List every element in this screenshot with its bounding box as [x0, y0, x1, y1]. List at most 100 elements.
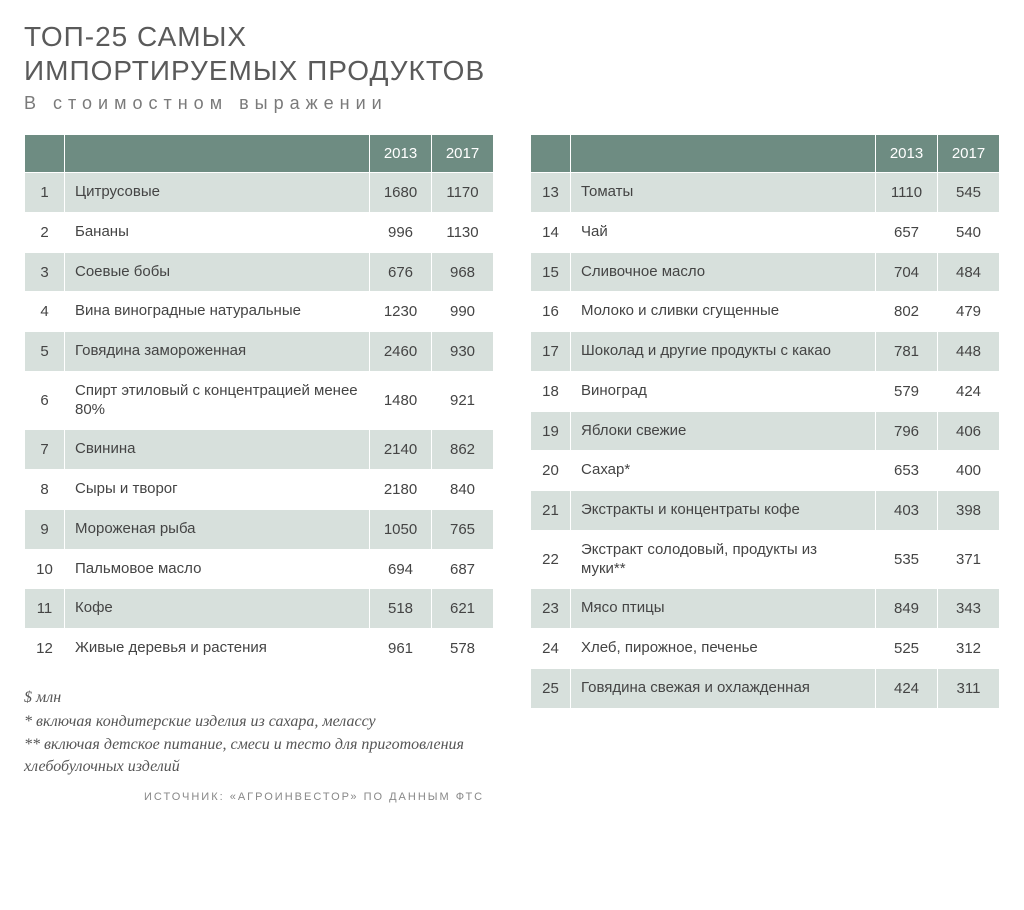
table-row: 1Цитрусовые16801170 [25, 173, 494, 213]
cell-2017: 400 [938, 451, 1000, 491]
table-header-row: 2013 2017 [25, 135, 494, 173]
table-row: 12Живые деревья и растения961578 [25, 629, 494, 669]
table-row: 13Томаты1110545 [531, 173, 1000, 213]
col-name-header [65, 135, 370, 173]
cell-2017: 578 [432, 629, 494, 669]
cell-2013: 802 [876, 292, 938, 332]
cell-rank: 17 [531, 332, 571, 372]
cell-name: Говядина замороженная [65, 332, 370, 372]
title-line-1: ТОП-25 САМЫХ [24, 21, 247, 52]
cell-name: Соевые бобы [65, 252, 370, 292]
cell-name: Пальмовое масло [65, 549, 370, 589]
cell-rank: 2 [25, 212, 65, 252]
cell-2017: 311 [938, 668, 1000, 708]
cell-name: Говядина свежая и охлажденная [571, 668, 876, 708]
cell-2013: 579 [876, 371, 938, 411]
table-row: 21Экстракты и концентраты кофе403398 [531, 491, 1000, 531]
source-attribution: ИСТОЧНИК: «АГРОИНВЕСТОР» ПО ДАННЫМ ФТС [24, 791, 494, 803]
cell-name: Мороженая рыба [65, 509, 370, 549]
cell-2017: 398 [938, 491, 1000, 531]
cell-name: Кофе [65, 589, 370, 629]
cell-2017: 540 [938, 212, 1000, 252]
cell-2017: 343 [938, 589, 1000, 629]
table-row: 5Говядина замороженная2460930 [25, 332, 494, 372]
cell-rank: 3 [25, 252, 65, 292]
cell-rank: 24 [531, 629, 571, 669]
cell-name: Свинина [65, 430, 370, 470]
cell-2017: 448 [938, 332, 1000, 372]
table-row: 2Бананы9961130 [25, 212, 494, 252]
cell-rank: 23 [531, 589, 571, 629]
cell-name: Виноград [571, 371, 876, 411]
table-row: 16Молоко и сливки сгущенные802479 [531, 292, 1000, 332]
footnotes: $ млн * включая кондитерские изделия из … [24, 687, 484, 777]
cell-2017: 371 [938, 530, 1000, 589]
cell-2017: 1170 [432, 173, 494, 213]
cell-rank: 11 [25, 589, 65, 629]
title-line-2: ИМПОРТИРУЕМЫХ ПРОДУКТОВ [24, 55, 485, 86]
footnote-1: * включая кондитерские изделия из сахара… [24, 711, 484, 733]
cell-2013: 424 [876, 668, 938, 708]
table-row: 10Пальмовое масло694687 [25, 549, 494, 589]
table-row: 15Сливочное масло704484 [531, 252, 1000, 292]
rank-table-right: 2013 2017 13Томаты111054514Чай65754015Сл… [530, 134, 1000, 709]
cell-name: Вина виноградные натуральные [65, 292, 370, 332]
cell-2017: 479 [938, 292, 1000, 332]
col-2017-header: 2017 [432, 135, 494, 173]
cell-rank: 19 [531, 411, 571, 451]
cell-2013: 781 [876, 332, 938, 372]
cell-2013: 694 [370, 549, 432, 589]
cell-2017: 862 [432, 430, 494, 470]
table-row: 3Соевые бобы676968 [25, 252, 494, 292]
cell-name: Цитрусовые [65, 173, 370, 213]
cell-2013: 657 [876, 212, 938, 252]
table-row: 17Шоколад и другие продукты с какао78144… [531, 332, 1000, 372]
cell-name: Экстракты и концентраты кофе [571, 491, 876, 531]
table-row: 4Вина виноградные натуральные1230990 [25, 292, 494, 332]
cell-name: Томаты [571, 173, 876, 213]
table-row: 14Чай657540 [531, 212, 1000, 252]
cell-name: Живые деревья и растения [65, 629, 370, 669]
cell-name: Спирт этиловый с концентрацией менее 80% [65, 371, 370, 430]
cell-2013: 1110 [876, 173, 938, 213]
cell-2013: 2180 [370, 470, 432, 510]
cell-2013: 796 [876, 411, 938, 451]
cell-name: Яблоки свежие [571, 411, 876, 451]
cell-2017: 840 [432, 470, 494, 510]
cell-2013: 525 [876, 629, 938, 669]
tables-container: 2013 2017 1Цитрусовые168011702Бананы9961… [24, 134, 1000, 803]
cell-2013: 2460 [370, 332, 432, 372]
table-row: 9Мороженая рыба1050765 [25, 509, 494, 549]
col-name-header [571, 135, 876, 173]
table-row: 24Хлеб, пирожное, печенье525312 [531, 629, 1000, 669]
cell-2013: 403 [876, 491, 938, 531]
cell-rank: 4 [25, 292, 65, 332]
cell-name: Сахар* [571, 451, 876, 491]
table-row: 25Говядина свежая и охлажденная424311 [531, 668, 1000, 708]
cell-name: Мясо птицы [571, 589, 876, 629]
col-2017-header: 2017 [938, 135, 1000, 173]
cell-name: Бананы [65, 212, 370, 252]
page-title: ТОП-25 САМЫХ ИМПОРТИРУЕМЫХ ПРОДУКТОВ [24, 20, 1000, 87]
footnote-2: ** включая детское питание, смеси и тест… [24, 734, 484, 777]
cell-name: Сливочное масло [571, 252, 876, 292]
cell-2013: 2140 [370, 430, 432, 470]
cell-2013: 535 [876, 530, 938, 589]
cell-rank: 21 [531, 491, 571, 531]
cell-2017: 990 [432, 292, 494, 332]
cell-2013: 1050 [370, 509, 432, 549]
table-row: 20Сахар*653400 [531, 451, 1000, 491]
cell-rank: 8 [25, 470, 65, 510]
cell-rank: 16 [531, 292, 571, 332]
cell-2013: 518 [370, 589, 432, 629]
cell-name: Шоколад и другие продукты с какао [571, 332, 876, 372]
cell-2013: 1480 [370, 371, 432, 430]
left-column: 2013 2017 1Цитрусовые168011702Бананы9961… [24, 134, 494, 803]
cell-2013: 961 [370, 629, 432, 669]
cell-rank: 6 [25, 371, 65, 430]
cell-2013: 849 [876, 589, 938, 629]
cell-rank: 5 [25, 332, 65, 372]
table-row: 22Экстракт солодовый, продукты из муки**… [531, 530, 1000, 589]
cell-2013: 676 [370, 252, 432, 292]
col-2013-header: 2013 [370, 135, 432, 173]
